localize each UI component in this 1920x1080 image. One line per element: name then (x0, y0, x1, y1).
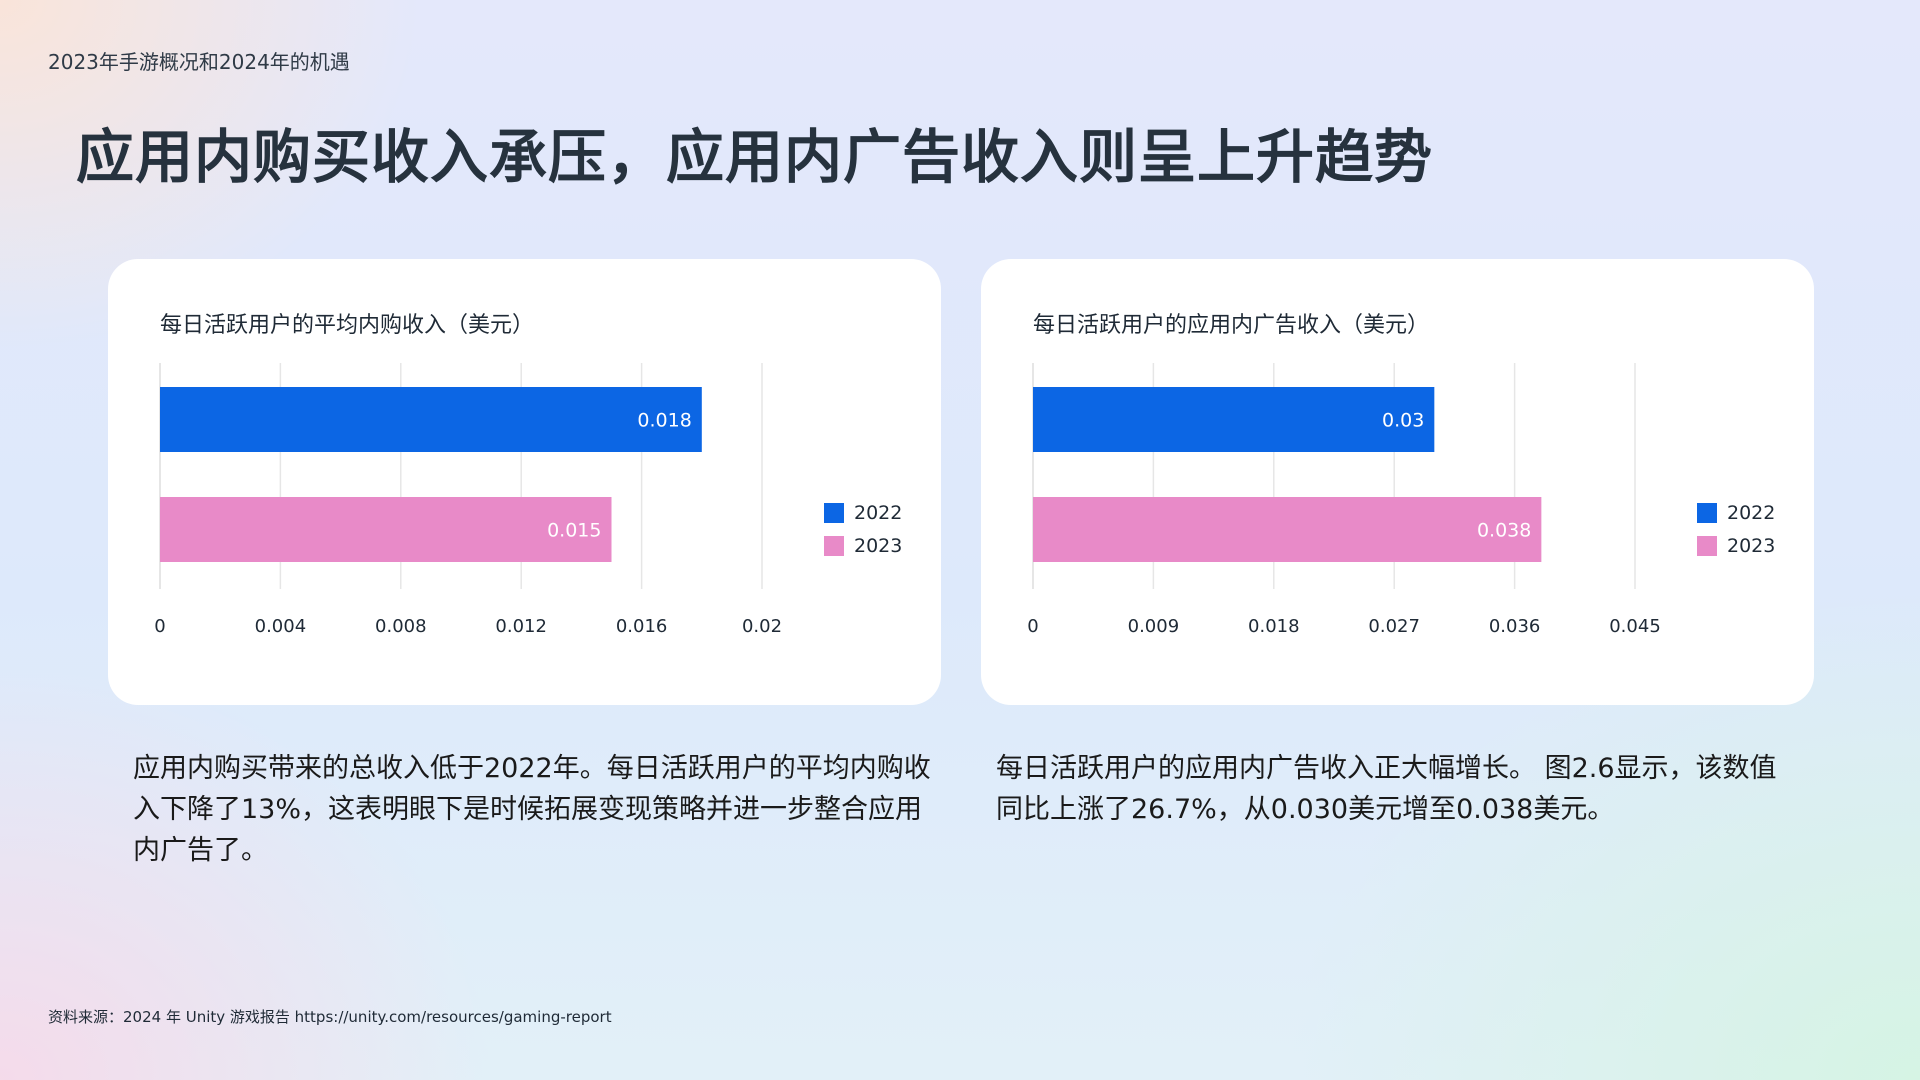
legend-label-2023: 2023 (1727, 534, 1776, 557)
legend-swatch-2022 (1697, 502, 1717, 523)
legend-item-2023: 2023 (1697, 529, 1775, 562)
legend-item-2023: 2023 (824, 529, 902, 562)
x-tick-label: 0 (1027, 616, 1038, 637)
source-note: 资料来源：2024 年 Unity 游戏报告 https://unity.com… (48, 1008, 612, 1026)
x-tick-label: 0.036 (1489, 616, 1541, 637)
chart-card-iap: 每日活跃用户的平均内购收入（美元） 0 0.004 0.008 0.012 0.016 0… (108, 259, 941, 705)
bar-value-label-2023: 0.015 (547, 520, 601, 542)
bar-value-label-2023: 0.038 (1477, 520, 1531, 542)
chart-title: 每日活跃用户的平均内购收入（美元） (160, 313, 535, 338)
description-iap: 应用内购买带来的总收入低于2022年。每日活跃用户的平均内购收入下降了13%，这… (133, 753, 931, 866)
x-tick-label: 0.027 (1368, 616, 1420, 637)
chart-legend: 2022 2023 (824, 496, 902, 562)
legend-item-2022: 2022 (824, 496, 902, 529)
chart-card-ads: 每日活跃用户的应用内广告收入（美元） 0 0.009 0.018 0.027 0.036… (981, 259, 1814, 705)
bar-2023 (160, 497, 612, 562)
bar-chart-ads: 0 0.009 0.018 0.027 0.036 0.045 0.03 0.038 (1027, 363, 1661, 637)
bar-value-label-2022: 0.018 (637, 410, 691, 432)
page-title: 应用内购买收入承压，应用内广告收入则呈上升趋势 (76, 123, 1434, 191)
chart-legend: 2022 2023 (1697, 496, 1775, 562)
chart-title: 每日活跃用户的应用内广告收入（美元） (1033, 313, 1430, 338)
legend-label-2022: 2022 (1727, 501, 1776, 524)
legend-swatch-2022 (824, 502, 844, 523)
x-tick-label: 0.02 (742, 616, 782, 637)
legend-label-2023: 2023 (854, 534, 903, 557)
legend-label-2022: 2022 (854, 501, 903, 524)
x-tick-label: 0.045 (1609, 616, 1661, 637)
bar-chart-iap: 0 0.004 0.008 0.012 0.016 0.02 0.018 0.015 (154, 363, 782, 637)
x-tick-label: 0.016 (616, 616, 668, 637)
x-tick-label: 0.018 (1248, 616, 1300, 637)
bar-2023 (1033, 497, 1542, 562)
legend-item-2022: 2022 (1697, 496, 1775, 529)
description-ads: 每日活跃用户的应用内广告收入正大幅增长。 图2.6显示，该数值同比上涨了26.7… (996, 753, 1777, 825)
bar-2022 (1033, 387, 1435, 452)
x-tick-label: 0 (154, 616, 165, 637)
bar-2022 (160, 387, 702, 452)
x-tick-label: 0.008 (375, 616, 427, 637)
header-label: 2023年手游概况和2024年的机遇 (48, 50, 350, 74)
bar-value-label-2022: 0.03 (1382, 410, 1424, 432)
x-tick-label: 0.012 (495, 616, 547, 637)
legend-swatch-2023 (824, 535, 844, 556)
x-tick-label: 0.009 (1128, 616, 1180, 637)
legend-swatch-2023 (1697, 535, 1717, 556)
x-tick-label: 0.004 (255, 616, 307, 637)
